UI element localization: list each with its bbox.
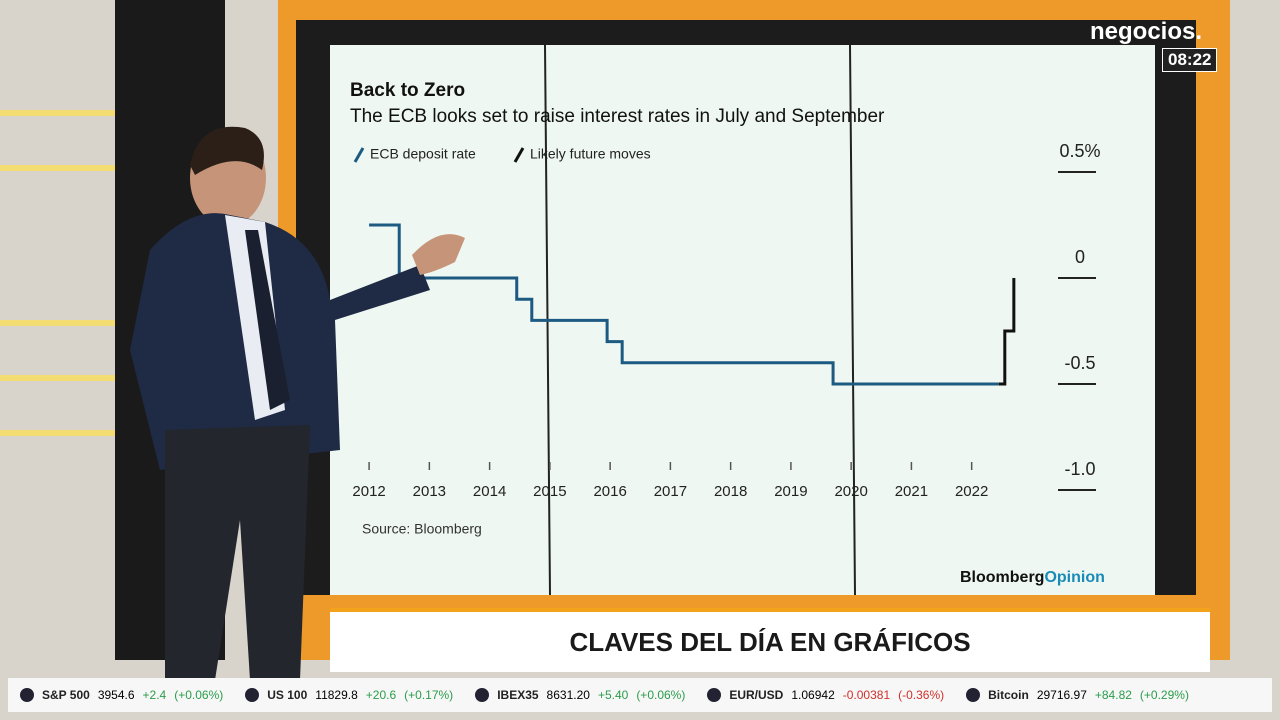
- x-tick-label: 2021: [895, 483, 928, 500]
- light: [0, 375, 140, 381]
- light: [0, 110, 160, 116]
- ticker-name: Bitcoin: [988, 688, 1029, 702]
- legend-swatch: [353, 147, 365, 163]
- headline: CLAVES DEL DÍA EN GRÁFICOS: [330, 608, 1210, 672]
- ticker-price: 3954.6: [97, 688, 135, 702]
- ticker-price: 29716.97: [1036, 688, 1087, 702]
- ticker-name: EUR/USD: [729, 688, 784, 702]
- y-tick-label: -1.0: [1064, 459, 1095, 479]
- ticker-change: +5.40: [597, 688, 629, 702]
- ticker-percent: (+0.06%): [174, 688, 224, 702]
- ticker-change: +2.4: [142, 688, 167, 702]
- ticker-name: IBEX35: [497, 688, 539, 702]
- ticker-icon: [475, 688, 490, 702]
- hair: [190, 126, 264, 175]
- legend-swatch: [513, 147, 525, 163]
- x-tick-label: 2012: [352, 483, 385, 500]
- chart: 0.5% 0 -0.5 -1.0 2012 2013 2014 2015 2016 2017 201…: [352, 141, 1100, 500]
- ticker-percent: (+0.06%): [636, 688, 686, 702]
- x-tick-label: 2016: [593, 483, 626, 500]
- chart-title: Back to Zero: [350, 80, 465, 101]
- hand: [412, 234, 465, 275]
- chart-panel: [330, 45, 1155, 595]
- light: [0, 320, 140, 326]
- ticker-percent: (-0.36%): [898, 688, 945, 702]
- ticker-price: 8631.20: [546, 688, 590, 702]
- series-line: [998, 278, 1016, 386]
- ticker-item: EUR/USD 1.06942 -0.00381 (-0.36%): [707, 688, 944, 702]
- clock: 08:22: [1162, 48, 1218, 72]
- ticker-percent: (+0.29%): [1139, 688, 1189, 702]
- light: [0, 430, 140, 436]
- ticker-icon: [20, 688, 34, 702]
- ticker-item: US 100 11829.8 +20.6 (+0.17%): [245, 688, 453, 702]
- ticker-price: 1.06942: [791, 688, 835, 702]
- channel-logo: negocios.: [1090, 18, 1203, 45]
- x-tick-label: 2017: [654, 483, 687, 500]
- trousers: [165, 425, 310, 680]
- ticker-item: Bitcoin 29716.97 +84.82 (+0.29%): [966, 688, 1189, 702]
- brand-suffix: Opinion: [1044, 569, 1104, 586]
- ticker-item: IBEX35 8631.20 +5.40 (+0.06%): [475, 688, 685, 702]
- ticker-icon: [245, 688, 260, 702]
- x-tick-label: 2018: [714, 483, 747, 500]
- legend-label: ECB deposit rate: [370, 146, 476, 162]
- x-tick-label: 2014: [473, 483, 506, 500]
- x-tick-label: 2015: [533, 483, 566, 500]
- chart-subtitle: The ECB looks set to raise interest rate…: [350, 106, 885, 127]
- ticker-change: +84.82: [1094, 688, 1132, 702]
- x-tick-label: 2013: [413, 483, 446, 500]
- y-tick-label: 0.5%: [1059, 141, 1100, 161]
- ticker-price: 11829.8: [315, 688, 358, 702]
- brand-name: Bloomberg: [960, 569, 1044, 586]
- ticker-name: US 100: [267, 688, 308, 702]
- ticker: S&P 500 3954.6 +2.4 (+0.06%) US 100 11829.8 +2…: [8, 678, 1272, 712]
- ticker-name: S&P 500: [42, 688, 90, 702]
- tie: [245, 230, 290, 410]
- presenter: [130, 126, 465, 680]
- ticker-icon: [707, 688, 722, 702]
- ticker-item: S&P 500 3954.6 +2.4 (+0.06%): [20, 688, 223, 702]
- x-tick-label: 2019: [774, 483, 807, 500]
- legend-label: Likely future moves: [530, 146, 651, 162]
- y-tick-label: -0.5: [1064, 353, 1095, 373]
- ticker-icon: [966, 688, 981, 702]
- brand: BloombergOpinion: [960, 569, 1105, 586]
- panel-seam: [849, 44, 856, 596]
- x-tick-label: 2020: [834, 483, 867, 500]
- jacket: [130, 213, 430, 470]
- x-tick-label: 2022: [955, 483, 988, 500]
- ticker-change: -0.00381: [842, 688, 891, 702]
- y-tick-label: 0: [1075, 247, 1085, 267]
- ticker-change: +20.6: [365, 688, 397, 702]
- light: [0, 165, 160, 171]
- chart-source: Source: Bloomberg: [362, 521, 482, 537]
- ticker-percent: (+0.17%): [404, 688, 454, 702]
